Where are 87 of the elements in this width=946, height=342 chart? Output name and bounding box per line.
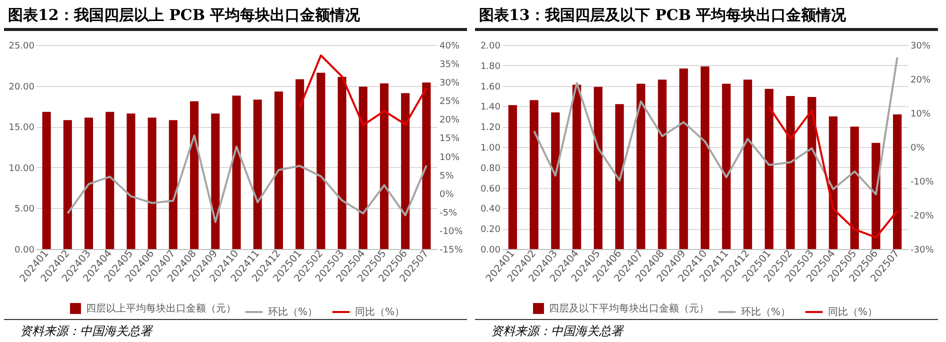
y2-tick-label: -20% (910, 212, 934, 222)
y2-tick-label: 10% (910, 110, 931, 120)
line-series (66, 134, 428, 223)
y-tick-label: 1.80 (480, 62, 501, 72)
y-tick-label: 20.00 (8, 82, 35, 92)
bar (530, 100, 538, 249)
y-tick-label: 0.80 (480, 164, 501, 174)
y2-tick-label: 0% (440, 190, 454, 200)
bar (551, 112, 560, 249)
y-tick-label: 0.60 (480, 184, 501, 194)
bar (422, 82, 431, 249)
y-tick-label: 0.20 (480, 225, 501, 236)
bar (743, 80, 752, 249)
bar (253, 100, 262, 249)
y2-tick-label: -5% (440, 208, 458, 218)
bar (722, 84, 731, 249)
bar (148, 118, 156, 249)
bar (636, 84, 646, 249)
bar (572, 84, 582, 249)
y2-tick-label: -10% (440, 226, 464, 237)
y-tick-label: 5.00 (14, 204, 35, 215)
bar (358, 86, 368, 249)
bar (316, 72, 326, 249)
y2-tick-label: -10% (910, 178, 934, 188)
line-series (533, 56, 898, 196)
line-series (298, 54, 428, 126)
y2-tick-label: 10% (440, 152, 460, 163)
bar (615, 104, 624, 249)
bar (211, 114, 220, 249)
bar (828, 116, 838, 249)
legend-label: 四层以上平均每块出口金额（元） (86, 302, 236, 314)
legend-label: 四层及以下平均每块出口金额（元） (549, 302, 709, 314)
bar (658, 80, 667, 249)
bar (892, 114, 902, 249)
bar (700, 66, 710, 249)
y-tick-label: 1.00 (480, 144, 501, 154)
bar (338, 76, 346, 249)
y2-tick-label: -15% (440, 246, 464, 256)
bar (126, 114, 136, 249)
y2-tick-label: 20% (910, 76, 931, 86)
y2-tick-label: 30% (910, 42, 931, 52)
bar (380, 83, 389, 249)
chart-title: 图表13：我国四层及以下 PCB 平均每块出口金额情况 (475, 4, 938, 31)
y2-tick-label: 5% (440, 171, 454, 182)
y-tick-label: 25.00 (8, 42, 35, 52)
y-tick-label: 0.00 (480, 246, 501, 256)
y-tick-label: 1.40 (480, 102, 501, 113)
bar (42, 112, 51, 249)
y2-tick-label: -30% (910, 246, 934, 256)
y2-tick-label: 25% (440, 97, 460, 108)
legend-label: 同比（%） (828, 306, 878, 318)
bar (190, 101, 199, 249)
bar (764, 88, 774, 249)
y-tick-label: 2.00 (480, 42, 501, 52)
y-tick-label: 0.00 (14, 246, 35, 256)
bar (63, 120, 72, 249)
bar (168, 120, 178, 249)
bar (508, 105, 518, 249)
legend-label: 同比（%） (355, 306, 405, 318)
bar (850, 126, 859, 249)
y2-tick-label: 35% (440, 60, 460, 70)
bar (296, 79, 304, 249)
text: 资料来源：中国海关总署 (4, 319, 467, 340)
y-tick-label: 0.40 (480, 204, 501, 215)
bar (84, 118, 94, 249)
bar (594, 86, 602, 249)
legend-label: 环比（%） (741, 306, 791, 318)
bar (274, 92, 283, 249)
bar (401, 93, 410, 249)
y2-tick-label: 20% (440, 116, 460, 126)
y-tick-label: 15.00 (8, 123, 35, 134)
text: 资料来源：中国海关总署 (475, 319, 938, 340)
bar (786, 96, 795, 249)
bar (232, 96, 241, 249)
bar (679, 68, 688, 249)
y2-tick-label: 15% (440, 134, 460, 144)
line-series (768, 106, 898, 238)
bar (106, 112, 114, 249)
y-tick-label: 1.60 (480, 82, 501, 92)
y-tick-label: 10.00 (8, 164, 35, 174)
y2-tick-label: 30% (440, 78, 460, 89)
y-tick-label: 1.20 (480, 123, 501, 134)
bar (808, 97, 816, 249)
y2-tick-label: 0% (910, 144, 926, 154)
chart-title: 图表12：我国四层以上 PCB 平均每块出口金额情况 (4, 4, 467, 31)
legend-label: 环比（%） (268, 306, 318, 318)
y2-tick-label: 40% (440, 42, 460, 52)
